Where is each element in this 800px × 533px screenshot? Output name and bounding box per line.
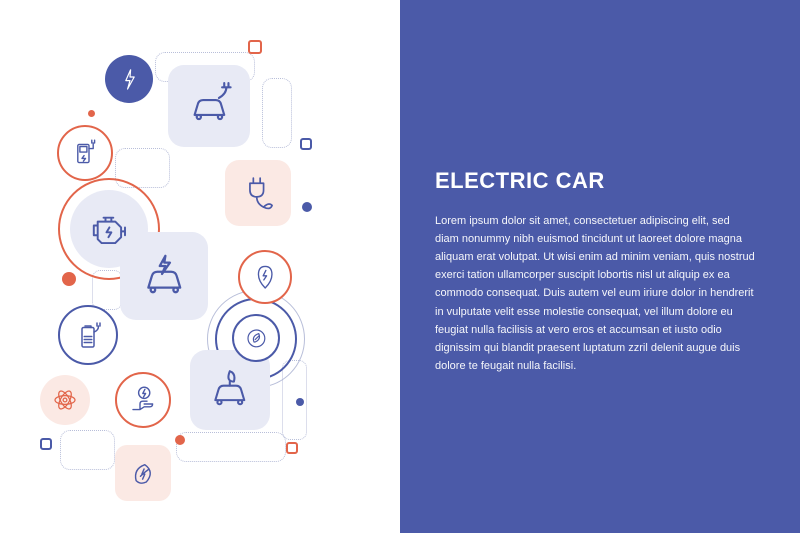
- text-panel: ELECTRIC CAR Lorem ipsum dolor sit amet,…: [400, 0, 800, 533]
- decorative-square: [40, 438, 52, 450]
- hand-energy: [115, 372, 171, 428]
- plug-connector-tile: [225, 160, 291, 226]
- decorative-dot: [302, 202, 312, 212]
- body-copy: Lorem ipsum dolor sit amet, consectetuer…: [435, 212, 755, 375]
- lightning-badge: [105, 55, 153, 103]
- hand-bolt-icon: [126, 383, 160, 417]
- charge-station-icon: [68, 136, 102, 170]
- car-plug-icon: [184, 81, 235, 132]
- engine-circle: [70, 190, 148, 268]
- car-charging-tile: [168, 65, 250, 147]
- decorative-dot: [62, 272, 76, 286]
- decorative-square: [286, 442, 298, 454]
- leaf-bolt-icon: [126, 456, 161, 491]
- bolt-icon: [115, 65, 144, 94]
- plug-leaf-icon: [238, 173, 279, 214]
- leaf-bolt-tile: [115, 445, 171, 501]
- leaf-circle-icon: [242, 324, 271, 353]
- infographic-panel: [0, 0, 400, 533]
- car-bolt-icon: [137, 249, 192, 304]
- decorative-square: [248, 40, 262, 54]
- location-pin: [238, 250, 292, 304]
- connector-path: [262, 78, 292, 148]
- eco-target: [232, 314, 280, 362]
- charge-station: [57, 125, 113, 181]
- decorative-dot: [296, 398, 304, 406]
- atom-circle: [40, 375, 90, 425]
- car-leaf-icon: [205, 365, 255, 415]
- battery-circle: [58, 305, 118, 365]
- page-title: ELECTRIC CAR: [435, 168, 755, 194]
- decorative-dot: [88, 110, 95, 117]
- eco-car-tile: [190, 350, 270, 430]
- atom-icon: [50, 385, 80, 415]
- connector-path: [176, 432, 286, 462]
- decorative-dot: [175, 435, 185, 445]
- map-pin-bolt-icon: [249, 261, 281, 293]
- connector-path: [60, 430, 115, 470]
- decorative-square: [300, 138, 312, 150]
- battery-plug-icon: [70, 317, 106, 353]
- engine-icon: [86, 206, 133, 253]
